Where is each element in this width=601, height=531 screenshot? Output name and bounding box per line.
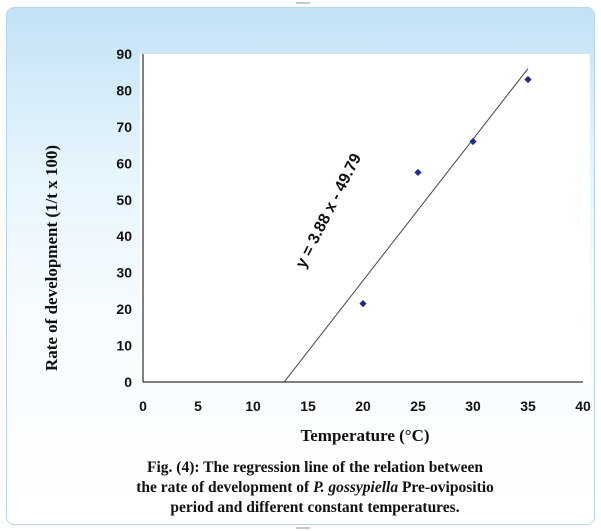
bottom-handle-mark [296,527,310,529]
x-tick-label: 0 [139,398,147,414]
data-point [359,300,367,308]
y-tick-label: 80 [116,82,132,98]
caption-species-name: P. gossypiella [313,479,399,496]
y-tick-label: 60 [116,155,132,171]
x-tick-label: 10 [245,398,261,414]
x-tick-label: 35 [520,398,536,414]
plot-area [140,54,590,382]
y-tick-label: 70 [116,119,132,135]
x-tick-label: 30 [465,398,481,414]
caption-line-2: the rate of development of P. gossypiell… [80,478,550,498]
data-point [524,75,532,84]
figure-caption: Fig. (4): The regression line of the rel… [80,458,550,518]
x-tick-label: 25 [410,398,426,414]
y-tick-labels: 0 10 20 30 40 50 60 70 80 90 [116,46,132,390]
y-tick-label: 20 [116,301,132,317]
data-point [414,168,422,177]
caption-line-2-start: the rate of development of [136,479,314,496]
x-tick-labels: 0 5 10 15 20 25 30 35 40 [139,398,591,414]
y-tick-label: 30 [116,265,132,281]
x-tick-label: 5 [194,398,202,414]
y-tick-label: 90 [116,46,132,62]
x-tick-label: 20 [355,398,371,414]
y-tick-label: 50 [116,192,132,208]
x-axis-title: Temperature (°C) [300,426,429,445]
y-axis-title: Rate of development (1/t x 100) [42,145,61,371]
caption-line-3: period and different constant temperatur… [170,499,460,516]
regression-line [283,68,529,383]
y-tick-label: 0 [124,374,132,390]
data-point [469,137,477,146]
caption-line-2-end: Pre-ovipositio [398,479,494,496]
y-tick-label: 10 [116,338,132,354]
x-tick-label: 40 [575,398,591,414]
caption-line-1: Fig. (4): The regression line of the rel… [147,459,483,476]
y-tick-label: 40 [116,228,132,244]
top-handle-mark [296,2,310,4]
x-tick-label: 15 [300,398,316,414]
data-points [359,75,532,308]
